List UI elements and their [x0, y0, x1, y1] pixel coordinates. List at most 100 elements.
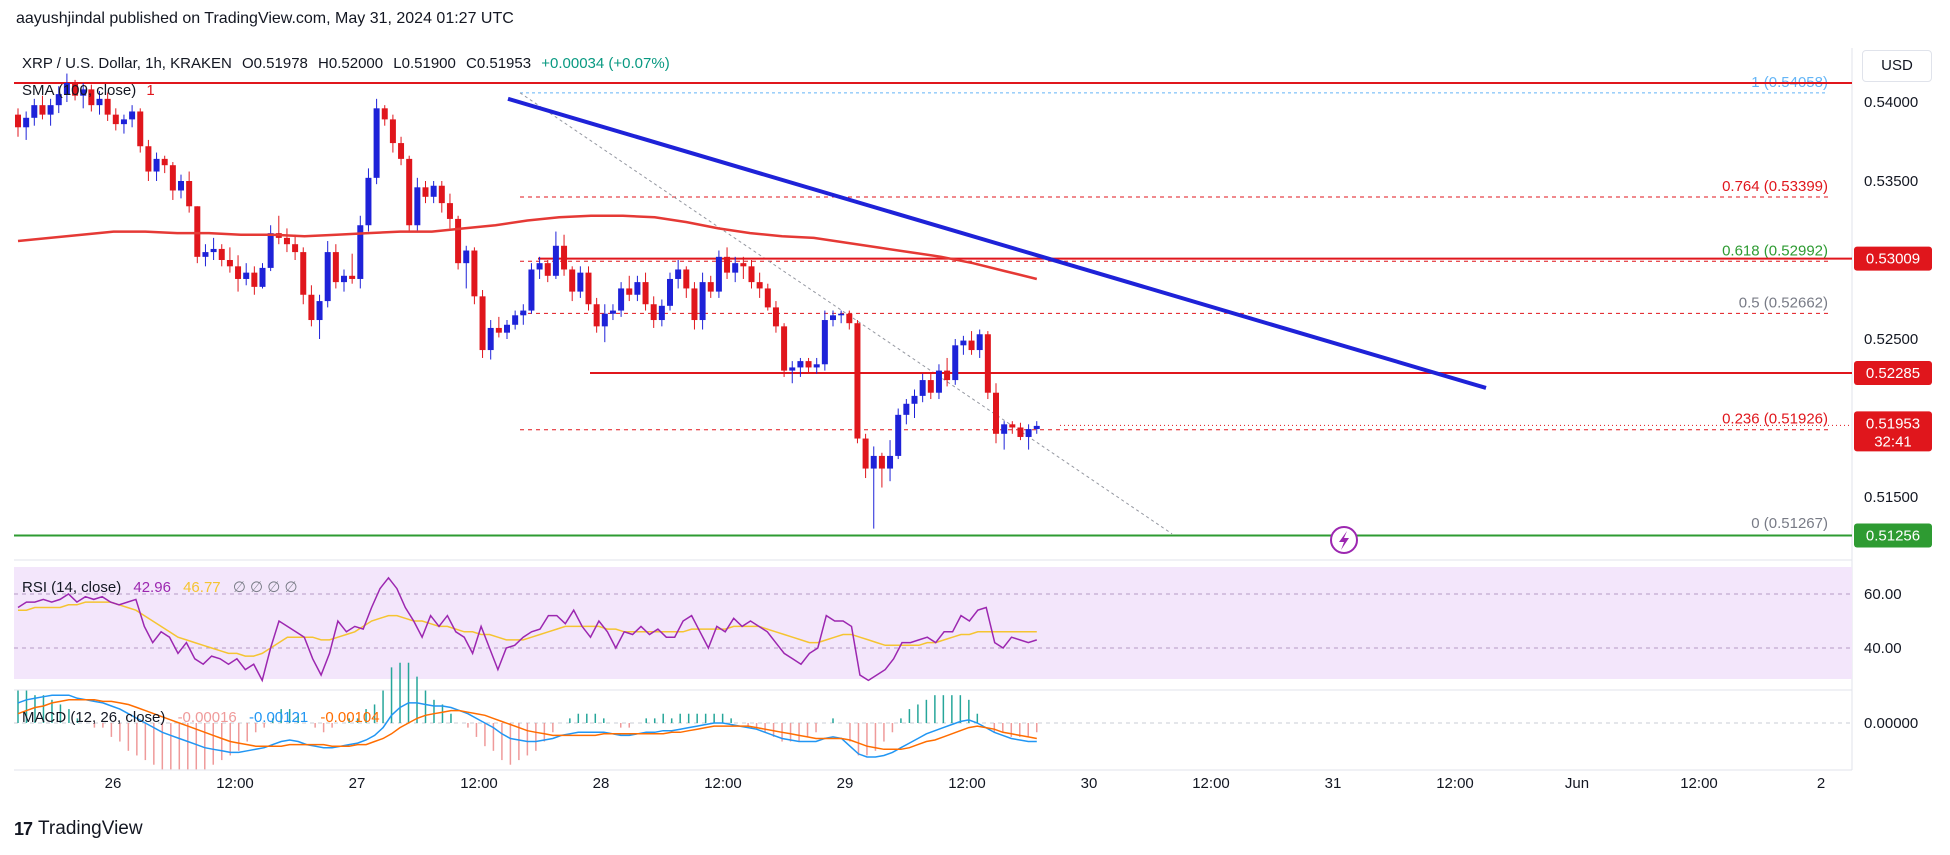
- tradingview-logo-icon: 17: [14, 818, 33, 839]
- rsi-ma-line: [18, 601, 1037, 657]
- candle-body: [512, 315, 519, 325]
- candle-body: [487, 327, 494, 351]
- candle-body: [357, 225, 364, 279]
- candle-body: [479, 296, 486, 351]
- candle-body: [39, 105, 46, 115]
- rsi-line: [17, 576, 1038, 683]
- macd-legend[interactable]: MACD (12, 26, close) -0.00016 -0.00121 -…: [22, 709, 380, 726]
- candle-body: [724, 256, 731, 273]
- candle-body: [887, 455, 894, 469]
- candle-body: [145, 146, 152, 172]
- alert-lightning-icon[interactable]: [1330, 526, 1358, 554]
- candle-body: [471, 250, 478, 297]
- signal-line: [17, 699, 1037, 751]
- candle-body: [251, 272, 258, 287]
- candle-body: [23, 117, 30, 128]
- macd-tick: 0.00000: [1864, 715, 1918, 732]
- candle-body: [218, 248, 225, 260]
- trendline: [507, 96, 1487, 390]
- candle-body: [952, 345, 959, 381]
- candle-body: [976, 334, 983, 351]
- axes: 0.54000 0.53500 0.52500 0.51500 0.53009 0.522…: [105, 94, 1932, 792]
- candle-body: [854, 323, 861, 439]
- rsi-tick: 60.00: [1864, 586, 1902, 603]
- descending-trendline[interactable]: [507, 96, 1487, 390]
- level-price-label: 0.52285: [1866, 365, 1920, 382]
- level-price-label: 0.53009: [1866, 251, 1920, 268]
- macd-line: [17, 694, 1037, 758]
- candle-body: [658, 305, 665, 321]
- time-tick: 27: [349, 775, 366, 792]
- candle-body: [618, 288, 625, 311]
- candle-body: [715, 256, 722, 292]
- level-price-badge: [1854, 523, 1932, 548]
- candle-body: [398, 143, 405, 159]
- rsi-tick: 40.00: [1864, 640, 1902, 657]
- last-price-label: 0.51953: [1866, 415, 1920, 432]
- candle-body: [528, 269, 535, 311]
- candle-body: [781, 326, 788, 371]
- candle-body: [740, 263, 747, 267]
- candle-body: [80, 89, 87, 96]
- fib-label: 0.618 (0.52992): [1722, 242, 1828, 259]
- rsi-pane: 60.00 40.00: [17, 576, 1902, 683]
- candle-body: [984, 334, 991, 393]
- candle-body: [96, 98, 103, 106]
- candle-body: [186, 181, 193, 207]
- price-tick: 0.52500: [1864, 331, 1918, 348]
- fib-label: 0.764 (0.53399): [1722, 178, 1828, 195]
- candle-body: [830, 315, 836, 321]
- candle-body: [813, 364, 820, 368]
- candle-body: [283, 237, 290, 245]
- level-price-label: 0.51256: [1866, 528, 1920, 545]
- sma-legend[interactable]: SMA (100, close) 1: [22, 82, 155, 99]
- candle-body: [821, 320, 828, 365]
- candle-body: [748, 266, 755, 283]
- time-tick: 28: [593, 775, 610, 792]
- macd-pane: 0.00000: [17, 662, 1918, 770]
- candle-body: [944, 370, 951, 381]
- price-tick: 0.51500: [1864, 489, 1918, 506]
- brand-label: TradingView: [38, 818, 143, 839]
- candle-body: [161, 158, 168, 166]
- candle-body: [577, 272, 584, 292]
- fib-label: 0 (0.51267): [1751, 515, 1828, 532]
- candle-body: [349, 275, 356, 279]
- time-tick: 12:00: [1680, 775, 1718, 792]
- tradingview-brand[interactable]: 17 TradingView: [14, 818, 143, 840]
- candle-body: [667, 278, 673, 306]
- candle-body: [1001, 424, 1008, 434]
- countdown-label: 32:41: [1874, 433, 1912, 450]
- candle-body: [243, 272, 250, 279]
- candle-body: [993, 392, 999, 434]
- candle-body: [341, 275, 347, 283]
- candles: [15, 73, 1040, 529]
- candle-body: [504, 324, 510, 333]
- candle-body: [1009, 424, 1016, 428]
- candle-body: [789, 367, 796, 371]
- candle-body: [609, 310, 616, 314]
- candle-body: [935, 370, 942, 393]
- candle-body: [960, 340, 967, 346]
- candle-body: [267, 233, 274, 268]
- candle-body: [178, 181, 184, 191]
- candle-body: [903, 403, 910, 415]
- candle-body: [911, 395, 918, 404]
- candle-body: [552, 245, 559, 276]
- last-price-badge: [1854, 411, 1932, 452]
- candle-body: [324, 252, 331, 302]
- rsi-legend[interactable]: RSI (14, close) 42.96 46.77 ∅ ∅ ∅ ∅: [22, 579, 298, 596]
- candle-body: [47, 105, 54, 115]
- currency-selector[interactable]: USD: [1862, 50, 1932, 82]
- candle-body: [601, 313, 608, 327]
- candle-body: [797, 361, 804, 368]
- candle-body: [642, 282, 649, 305]
- time-tick: 12:00: [1436, 775, 1474, 792]
- candle-body: [569, 269, 576, 292]
- candle-body: [691, 288, 698, 321]
- candle-body: [675, 269, 682, 279]
- candle-body: [536, 263, 543, 270]
- candle-body: [895, 414, 902, 456]
- candle-body: [430, 185, 437, 197]
